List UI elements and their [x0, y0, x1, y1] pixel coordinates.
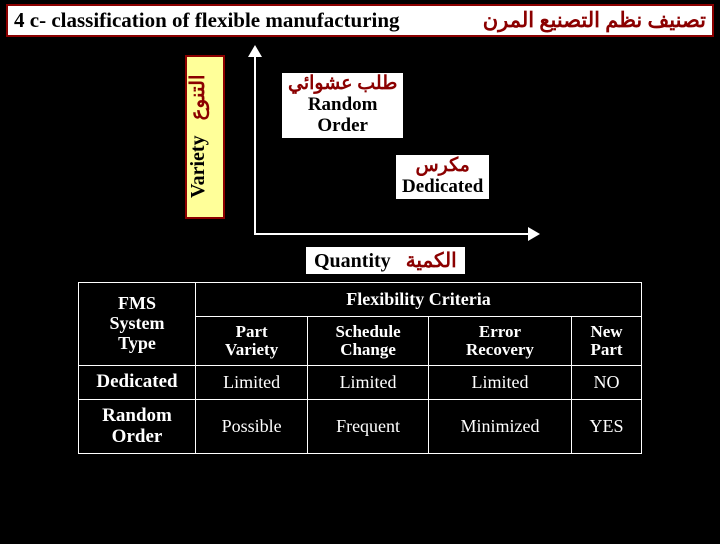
x-axis-label: Quantity الكمية — [306, 247, 465, 274]
random-order-label: طلب عشوائي Random Order — [282, 73, 403, 138]
x-axis-arrow-icon — [528, 227, 540, 241]
col-flexibility-criteria: Flexibility Criteria — [196, 283, 642, 317]
cell: Minimized — [428, 399, 571, 454]
slide-title-bar: 4 c- classification of flexible manufact… — [6, 4, 714, 37]
row-random-label: Random Order — [79, 399, 196, 454]
x-axis-line — [254, 233, 530, 235]
y-axis-arrow-icon — [248, 45, 262, 57]
y-axis-ar: التنوع — [187, 74, 209, 120]
table-row: Random Order Possible Frequent Minimized… — [79, 399, 642, 454]
title-en: 4 c- classification of flexible manufact… — [14, 8, 400, 33]
col-schedule-change: ScheduleChange — [308, 317, 429, 366]
y-axis-label: Variety التنوع — [186, 61, 210, 211]
cell: NO — [572, 365, 642, 399]
row-dedicated-label: Dedicated — [79, 365, 196, 399]
col-new-part: NewPart — [572, 317, 642, 366]
cell: Limited — [308, 365, 429, 399]
col-error-recovery: ErrorRecovery — [428, 317, 571, 366]
x-axis-ar: الكمية — [406, 250, 457, 272]
y-axis-line — [254, 53, 256, 233]
cell: YES — [572, 399, 642, 454]
y-axis-en: Variety — [187, 135, 209, 198]
cell: Limited — [428, 365, 571, 399]
col-fms-type: FMS System Type — [79, 283, 196, 366]
col-part-variety: PartVariety — [196, 317, 308, 366]
cell: Limited — [196, 365, 308, 399]
random-en-1: Random — [288, 95, 397, 116]
table-header-row: FMS System Type Flexibility Criteria — [79, 283, 642, 317]
cell: Possible — [196, 399, 308, 454]
flexibility-table: FMS System Type Flexibility Criteria Par… — [78, 282, 642, 454]
dedicated-en: Dedicated — [402, 177, 483, 198]
random-en-2: Order — [288, 116, 397, 137]
chart-region: Variety التنوع طلب عشوائي Random Order م… — [0, 43, 720, 273]
x-axis-en: Quantity — [314, 250, 391, 272]
dedicated-label: مكرس Dedicated — [396, 155, 489, 199]
table-row: Dedicated Limited Limited Limited NO — [79, 365, 642, 399]
title-ar: تصنيف نظم التصنيع المرن — [483, 8, 706, 33]
random-ar: طلب عشوائي — [288, 74, 397, 95]
dedicated-ar: مكرس — [402, 156, 483, 177]
cell: Frequent — [308, 399, 429, 454]
